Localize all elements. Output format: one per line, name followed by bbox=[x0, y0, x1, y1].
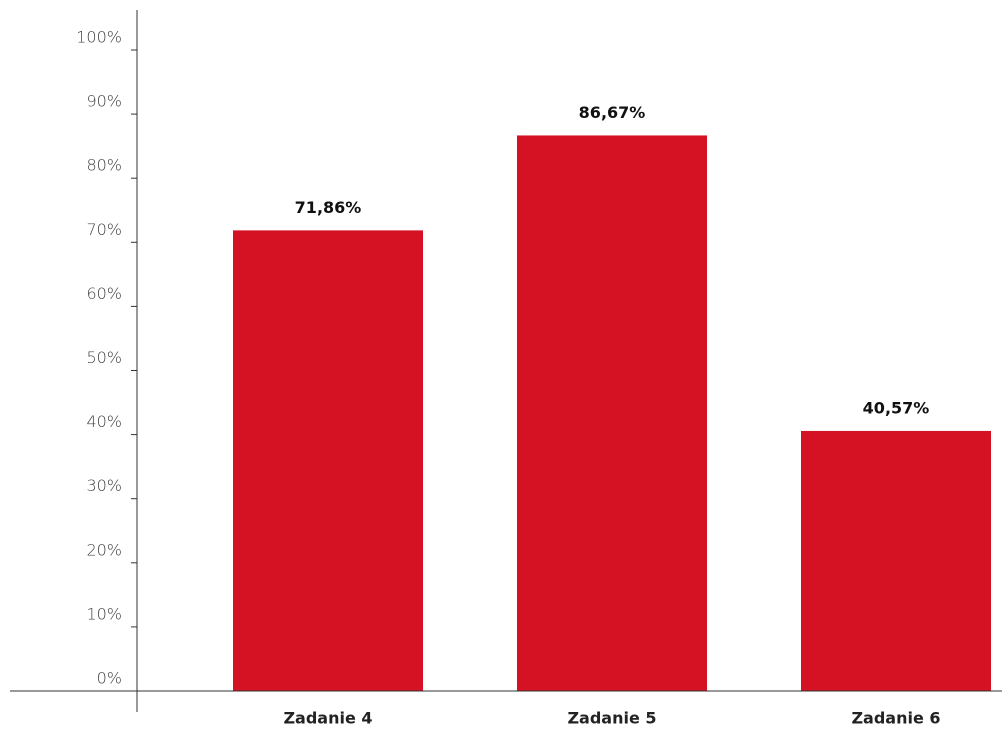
y-tick-label: 40% bbox=[86, 412, 122, 431]
y-tick-label: 60% bbox=[86, 284, 122, 303]
y-tick-label: 100% bbox=[76, 28, 122, 47]
value-label: 86,67% bbox=[579, 103, 646, 122]
y-tick-label: 10% bbox=[86, 604, 122, 623]
y-tick-label: 80% bbox=[86, 156, 122, 175]
x-tick-label: Zadanie 6 bbox=[851, 709, 940, 728]
x-tick-label: Zadanie 5 bbox=[567, 709, 656, 728]
value-label: 40,57% bbox=[863, 398, 930, 417]
y-tick-label: 20% bbox=[86, 540, 122, 559]
x-tick-label: Zadanie 4 bbox=[283, 709, 372, 728]
bar bbox=[517, 135, 707, 691]
y-tick-label: 0% bbox=[97, 669, 122, 688]
y-tick-label: 90% bbox=[86, 92, 122, 111]
y-tick-label: 50% bbox=[86, 348, 122, 367]
y-tick-label: 70% bbox=[86, 220, 122, 239]
bar bbox=[801, 430, 991, 691]
bar bbox=[233, 230, 423, 692]
value-label: 71,86% bbox=[295, 198, 362, 217]
y-tick-label: 30% bbox=[86, 476, 122, 495]
